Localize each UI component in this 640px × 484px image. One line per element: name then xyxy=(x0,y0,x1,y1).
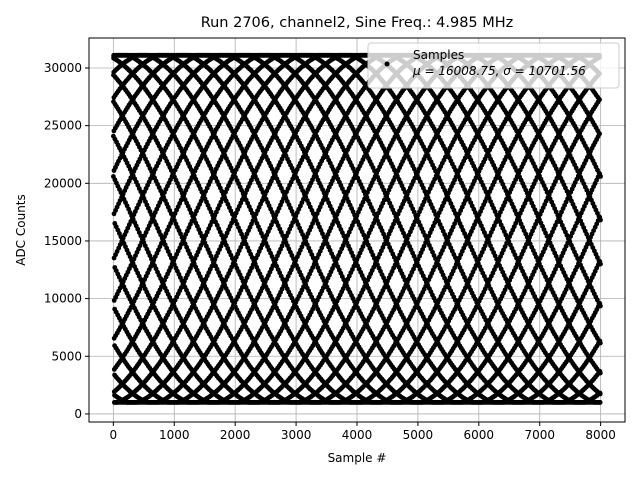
chart-title: Run 2706, channel2, Sine Freq.: 4.985 MH… xyxy=(201,15,514,31)
